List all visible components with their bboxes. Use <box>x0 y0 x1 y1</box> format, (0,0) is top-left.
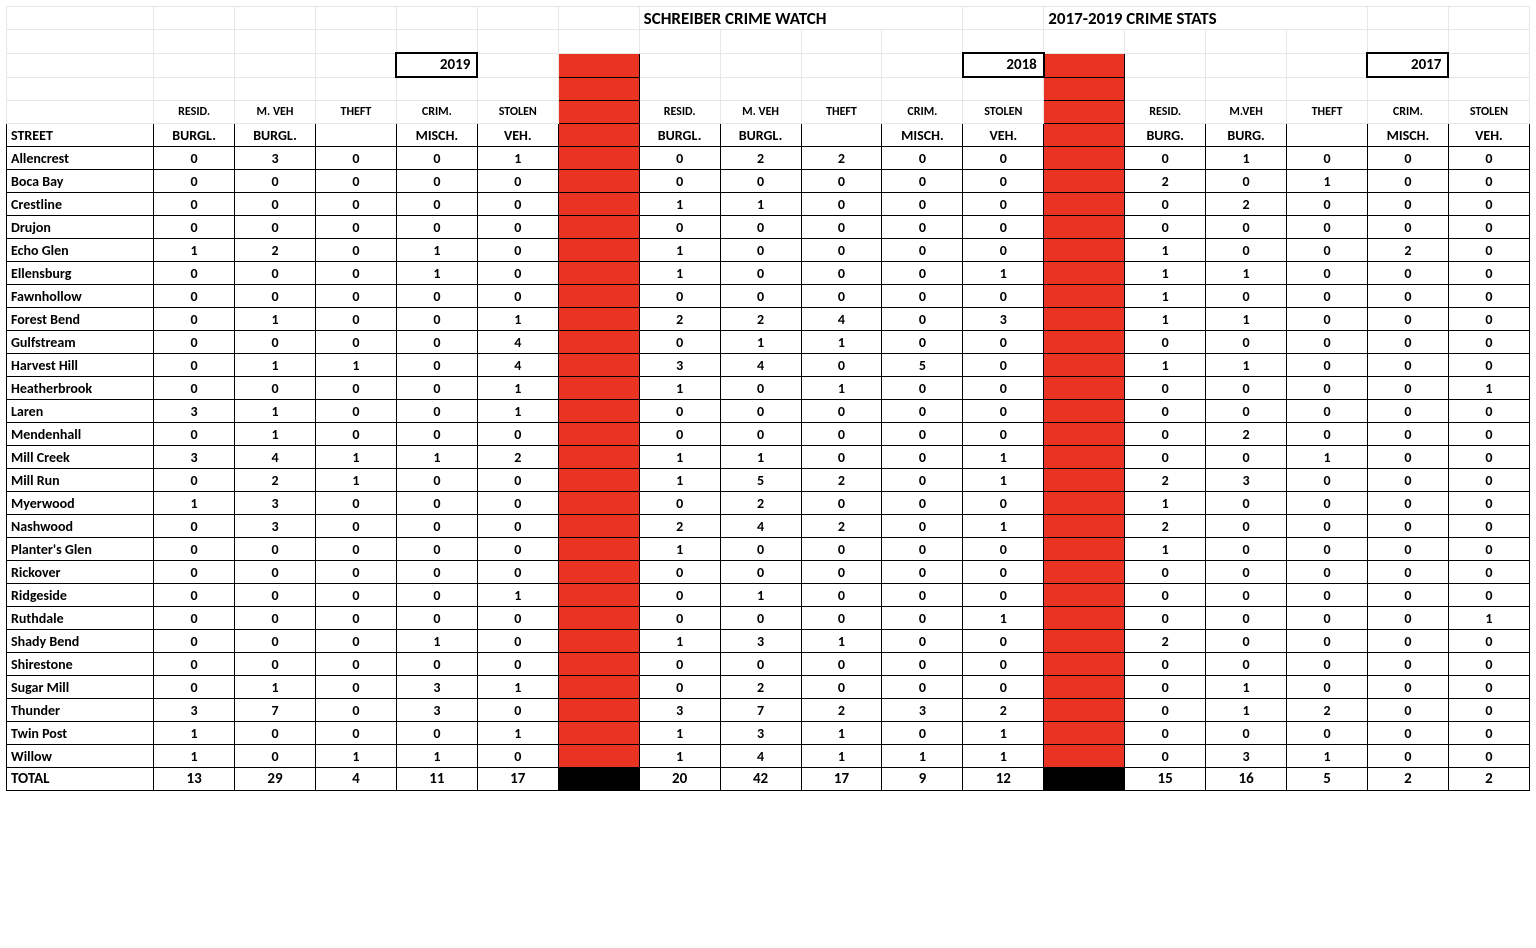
table-row: Drujon000000000000000 <box>7 216 1530 239</box>
col-hdr-2018-0: RESID. <box>639 101 720 124</box>
col-hdr-2019-3: CRIM. <box>396 101 477 124</box>
table-row: Ridgeside000010100000000 <box>7 584 1530 607</box>
table-row: Crestline000001100002000 <box>7 193 1530 216</box>
street-name: Ellensburg <box>7 262 154 285</box>
table-row: Thunder370303723201200 <box>7 699 1530 722</box>
street-name: Twin Post <box>7 722 154 745</box>
col-hdr-2017-3: CRIM. <box>1367 101 1448 124</box>
year-2018: 2018 <box>963 53 1044 77</box>
street-name: Thunder <box>7 699 154 722</box>
col-hdr-2018-2: THEFT <box>801 101 882 124</box>
street-name: Planter's Glen <box>7 538 154 561</box>
table-row: Nashwood030002420120000 <box>7 515 1530 538</box>
title-sub: 2017-2019 CRIME STATS <box>1044 7 1368 30</box>
street-name: Harvest Hill <box>7 354 154 377</box>
table-row: Harvest Hill011043405011000 <box>7 354 1530 377</box>
street-name: Gulfstream <box>7 331 154 354</box>
table-row: Myerwood130000200010000 <box>7 492 1530 515</box>
crime-stats-table: SCHREIBER CRIME WATCH 2017-2019 CRIME STA… <box>6 6 1530 791</box>
total-label: TOTAL <box>7 768 154 791</box>
col-hdr-2017-4: STOLEN <box>1448 101 1529 124</box>
col-hdr-2017-1: M.VEH <box>1206 101 1287 124</box>
table-row: Shirestone000000000000000 <box>7 653 1530 676</box>
table-row: Fawnhollow000000000010000 <box>7 285 1530 308</box>
table-row: Ruthdale000000000100001 <box>7 607 1530 630</box>
street-name: Shirestone <box>7 653 154 676</box>
table-row: Mill Run021001520123000 <box>7 469 1530 492</box>
title-main: SCHREIBER CRIME WATCH <box>639 7 963 30</box>
year-2017: 2017 <box>1367 53 1448 77</box>
table-row: Shady Bend000101310020000 <box>7 630 1530 653</box>
col-hdr-2019-4: STOLEN <box>477 101 558 124</box>
street-name: Crestline <box>7 193 154 216</box>
street-name: Rickover <box>7 561 154 584</box>
table-row: Gulfstream000040110000000 <box>7 331 1530 354</box>
col-hdr-2018-3: CRIM. <box>882 101 963 124</box>
street-name: Fawnhollow <box>7 285 154 308</box>
street-name: Myerwood <box>7 492 154 515</box>
street-name: Heatherbrook <box>7 377 154 400</box>
col-hdr-2019-2: THEFT <box>315 101 396 124</box>
col-hdr-2017-0: RESID. <box>1125 101 1206 124</box>
table-row: Heatherbrook000011010000001 <box>7 377 1530 400</box>
street-name: Laren <box>7 400 154 423</box>
table-row: Mendenhall010000000002000 <box>7 423 1530 446</box>
table-row: Ellensburg000101000111000 <box>7 262 1530 285</box>
street-name: Willow <box>7 745 154 768</box>
street-name: Echo Glen <box>7 239 154 262</box>
total-row: TOTAL1329411172042179121516522 <box>7 768 1530 791</box>
street-name: Ridgeside <box>7 584 154 607</box>
year-2019: 2019 <box>396 53 477 77</box>
street-name: Nashwood <box>7 515 154 538</box>
col-hdr-2018-4: STOLEN <box>963 101 1044 124</box>
col-hdr-2019-0: RESID. <box>154 101 235 124</box>
table-row: Sugar Mill010310200001000 <box>7 676 1530 699</box>
street-name: Sugar Mill <box>7 676 154 699</box>
street-name: Forest Bend <box>7 308 154 331</box>
col-hdr-2018-1: M. VEH <box>720 101 801 124</box>
table-row: Echo Glen120101000010020 <box>7 239 1530 262</box>
col-hdr-2019-1: M. VEH <box>235 101 316 124</box>
street-name: Shady Bend <box>7 630 154 653</box>
street-name: Mill Creek <box>7 446 154 469</box>
street-name: Boca Bay <box>7 170 154 193</box>
street-name: Ruthdale <box>7 607 154 630</box>
street-header: STREET <box>7 124 154 147</box>
table-row: Willow101101411103100 <box>7 745 1530 768</box>
street-name: Drujon <box>7 216 154 239</box>
table-row: Planter's Glen000001000010000 <box>7 538 1530 561</box>
table-row: Laren310010000000000 <box>7 400 1530 423</box>
street-name: Mendenhall <box>7 423 154 446</box>
col-hdr-2017-2: THEFT <box>1287 101 1368 124</box>
street-name: Allencrest <box>7 147 154 170</box>
table-row: Forest Bend010012240311000 <box>7 308 1530 331</box>
street-name: Mill Run <box>7 469 154 492</box>
table-row: Mill Creek341121100100100 <box>7 446 1530 469</box>
table-row: Rickover000000000000000 <box>7 561 1530 584</box>
table-row: Twin Post100011310100000 <box>7 722 1530 745</box>
table-row: Boca Bay000000000020100 <box>7 170 1530 193</box>
table-row: Allencrest030010220001000 <box>7 147 1530 170</box>
